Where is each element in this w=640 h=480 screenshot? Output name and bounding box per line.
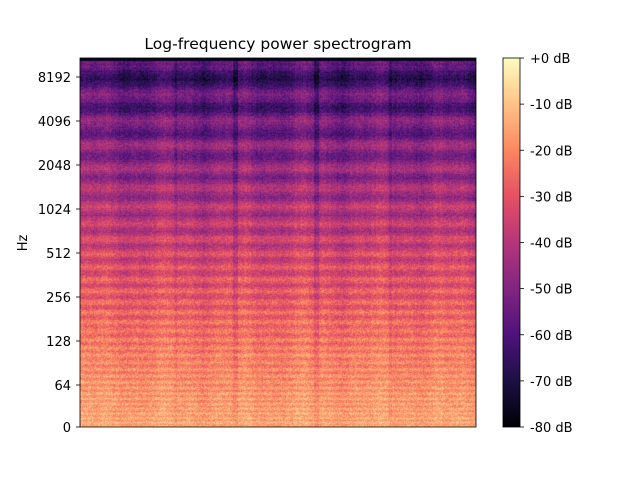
y-tick-label: 128 [46,335,71,350]
colorbar-tick-label: -40 dB [530,237,573,252]
spectrogram-raster [80,58,476,427]
y-tick-label: 8192 [38,71,71,86]
colorbar-tick-label: -60 dB [530,329,573,344]
y-tick-label: 64 [54,379,71,394]
colorbar-ticks: +0 dB -10 dB -20 dB -30 dB -40 dB -50 dB -60 d… [520,52,573,436]
y-axis: 0 64 128 256 512 1024 2048 4096 8192 [38,71,80,436]
colorbar-tick-label: -30 dB [530,190,573,205]
plot-frame [79,57,477,428]
colorbar-tick-label: -80 dB [530,421,573,436]
colorbar-tick-label: -20 dB [530,144,573,159]
colorbar-tick-label: -50 dB [530,283,573,298]
y-tick-label: 512 [46,247,71,262]
y-tick-label: 2048 [38,159,71,174]
colorbar-tick-label: +0 dB [530,52,570,67]
y-axis-label: Hz [16,235,31,252]
y-tick-label: 4096 [38,115,71,130]
spectrogram-image [80,58,476,427]
colorbar: +0 dB -10 dB -20 dB -30 dB -40 dB -50 dB -60 d… [502,52,573,436]
chart-title: Log-frequency power spectrogram [144,35,411,53]
colorbar-tick-label: -70 dB [530,375,573,390]
y-tick-label: 256 [46,291,71,306]
y-tick-label: 0 [63,421,71,436]
colorbar-tick-label: -10 dB [530,98,573,113]
y-tick-label: 1024 [38,203,71,218]
colorbar-gradient [502,57,521,428]
